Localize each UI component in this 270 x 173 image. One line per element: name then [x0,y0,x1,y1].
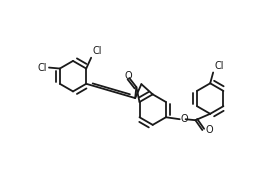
Text: Cl: Cl [214,61,224,71]
Text: O: O [124,71,132,81]
Text: O: O [205,125,213,135]
Text: Cl: Cl [38,63,47,72]
Text: O: O [181,114,188,124]
Text: Cl: Cl [92,46,102,56]
